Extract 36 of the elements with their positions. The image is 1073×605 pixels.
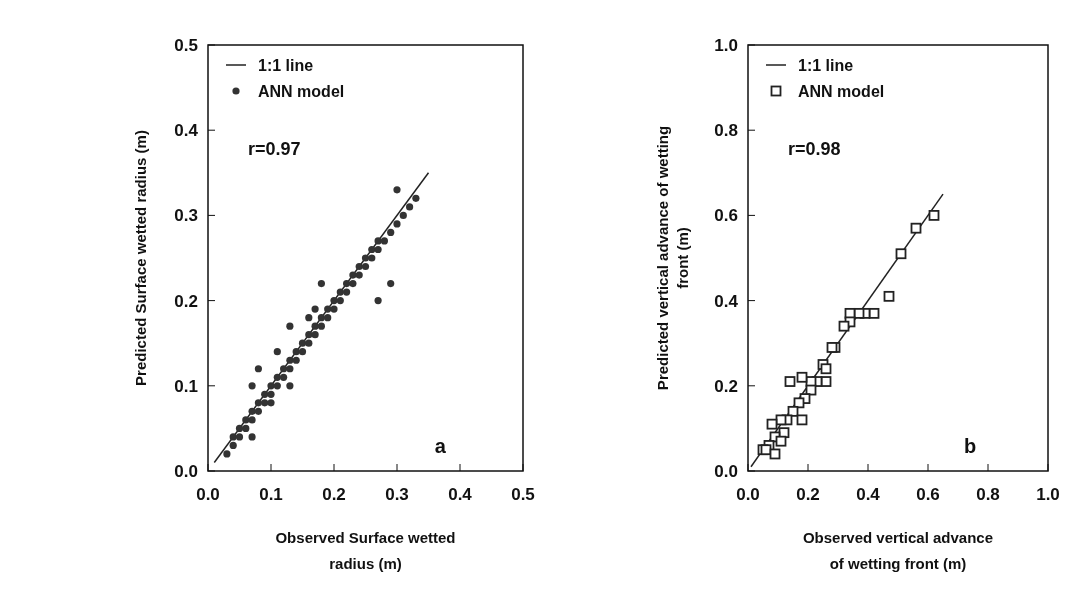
legend-label: 1:1 line [798,57,854,74]
x-tick-label: 0.4 [856,485,881,504]
annotation: r=0.98 [788,139,841,159]
x-tick-label: 0.6 [916,485,940,504]
x-axis-title: Observed vertical advance of wetting front (m) [802,529,994,572]
annotation: b [964,435,977,457]
y-tick-label: 0.6 [714,206,738,226]
y-tick-label: 0.0 [174,462,198,481]
y-tick-label: 0.8 [714,121,738,141]
y-tick-label: 0.5 [174,36,198,55]
x-tick-label: 0.3 [385,485,409,504]
legend-label: ANN model [258,83,345,100]
annotation: r=0.97 [248,139,301,159]
x-tick-label: 0.5 [511,485,535,504]
y-tick-label: 1.0 [714,36,738,55]
y-tick-label: 0.2 [174,291,198,311]
x-tick-label: 0.2 [796,485,820,504]
annotation: a [434,435,447,457]
legend-label: ANN model [798,83,885,100]
y-axis-title: Predicted Surface wetted radius (m) [132,130,149,386]
y-tick-label: 0.3 [174,206,198,226]
y-tick-label: 0.2 [714,376,738,396]
legend-label: 1:1 line [258,57,314,74]
x-tick-label: 0.4 [448,485,473,504]
x-axis-title: Observed Surface wetted radius (m) [275,529,456,572]
y-axis-title: Predicted vertical advance of wetting front (m) [654,125,691,391]
y-tick-label: 0.0 [714,462,738,481]
x-tick-label: 0.8 [976,485,1000,504]
y-tick-label: 0.4 [174,121,199,141]
x-tick-label: 0.0 [736,485,760,504]
y-tick-label: 0.1 [174,376,198,396]
x-tick-label: 0.0 [196,485,220,504]
x-tick-label: 0.2 [322,485,346,504]
y-tick-label: 0.4 [714,291,739,311]
x-tick-label: 0.1 [259,485,283,504]
x-tick-label: 1.0 [1036,485,1060,504]
